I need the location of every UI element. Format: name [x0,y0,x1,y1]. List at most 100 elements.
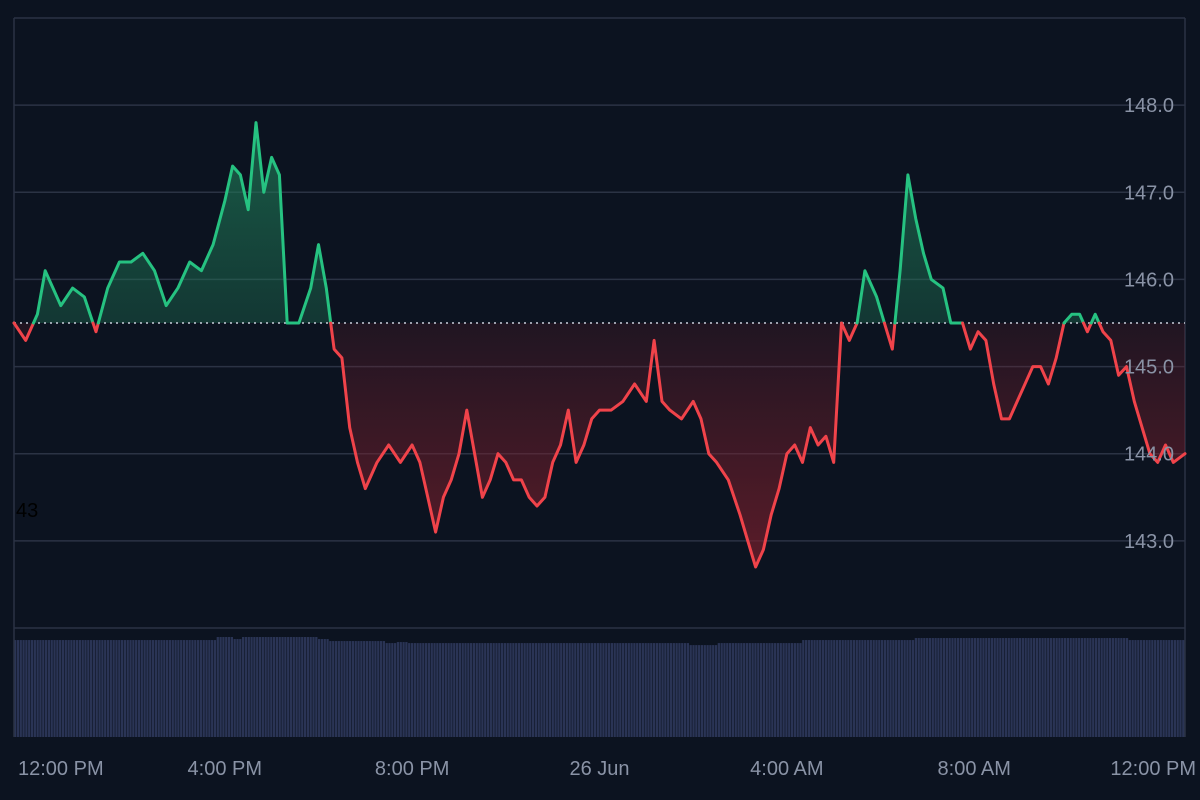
volume-bar [664,643,667,737]
volume-bar [1047,638,1050,737]
volume-bar [1027,638,1030,737]
price-line-up-segment [1062,312,1085,325]
volume-bar [1086,638,1089,737]
volume-bar [602,643,605,737]
volume-bar [551,643,554,737]
volume-bar [771,643,774,737]
volume-bar [852,640,856,737]
volume-bar [348,641,352,737]
volume-bar [630,643,633,737]
price-line-up-segment [855,269,886,325]
volume-bar [168,640,172,737]
volume-bar [1111,638,1115,737]
volume-bar [346,641,349,737]
volume-bar [788,643,791,737]
volume-bar [1002,638,1005,737]
volume-bar [129,640,132,737]
volume-bar [920,638,923,737]
volume-bar [1131,640,1134,737]
volume-bar [1038,638,1041,737]
volume-bar [1063,638,1067,737]
volume-bar [368,641,371,737]
volume-bar [199,640,203,737]
volume-bar [157,640,160,737]
volume-bar [993,638,996,737]
volume-bar [562,643,566,737]
volume-bar [205,640,208,737]
volume-bar [25,640,28,737]
volume-bar [565,643,568,737]
volume-bar [1083,638,1086,737]
volume-bar [754,643,757,737]
volume-bar [270,637,273,737]
volume-bar [1139,640,1143,737]
volume-bar [695,645,698,737]
volume-bar [1176,640,1179,737]
volume-bar [531,643,535,737]
volume-bar [802,640,805,737]
volume-bar [515,643,518,737]
volume-bar [858,640,861,737]
volume-bar [120,640,124,737]
volume-bar [1041,638,1044,737]
volume-bar [779,643,782,737]
volume-bar [914,638,918,737]
volume-bar [1030,638,1033,737]
volume-bar [816,640,819,737]
volume-bar [211,640,214,737]
volume-bar [388,643,391,737]
volume-bar [968,638,971,737]
volume-bar [973,638,977,737]
volume-bar [59,640,62,737]
volume-bar [768,643,771,737]
volume-bar [1109,638,1112,737]
volume-bar [644,643,647,737]
volume-bar [743,643,746,737]
volume-bar [734,643,737,737]
volume-bar [326,639,329,737]
volume-bar [439,643,442,737]
volume-bar [126,640,129,737]
volume-bar [703,645,706,737]
volume-bar [987,638,991,737]
volume-bar [669,643,673,737]
volume-bar [146,640,149,737]
volume-bar [104,640,107,737]
volume-bar [979,638,982,737]
volume-bar [607,643,611,737]
volume-bar [588,643,591,737]
volume-bar [382,641,385,737]
volume-bar [512,643,515,737]
volume-bar [1151,640,1154,737]
volume-bar [903,640,906,737]
area-above-baseline [1064,314,1084,323]
volume-bar [19,640,22,737]
volume-bar [242,637,245,737]
volume-bar [118,640,121,737]
volume-bar [354,641,357,737]
volume-bar [503,643,507,737]
volume-bar [1055,638,1058,737]
volume-bar [486,643,490,737]
volume-bar [444,643,447,737]
volume-bar [613,643,616,737]
volume-bar [962,638,965,737]
y-tick-label: 145.0 [1124,357,1174,379]
volume-bar [1033,638,1036,737]
volume-bar [1035,638,1039,737]
volume-bar [196,640,200,737]
volume-bar [619,643,622,737]
volume-bar [740,643,743,737]
volume-bar [81,640,84,737]
volume-bar [464,643,467,737]
volume-bar [731,643,735,737]
volume-bar [149,640,152,737]
volume-bar [208,640,211,737]
volume-bar [568,643,571,737]
volume-bar [495,643,498,737]
volume-bar [712,645,715,737]
price-line [12,121,1187,569]
volume-bar [230,637,233,737]
volume-bar [222,637,225,737]
